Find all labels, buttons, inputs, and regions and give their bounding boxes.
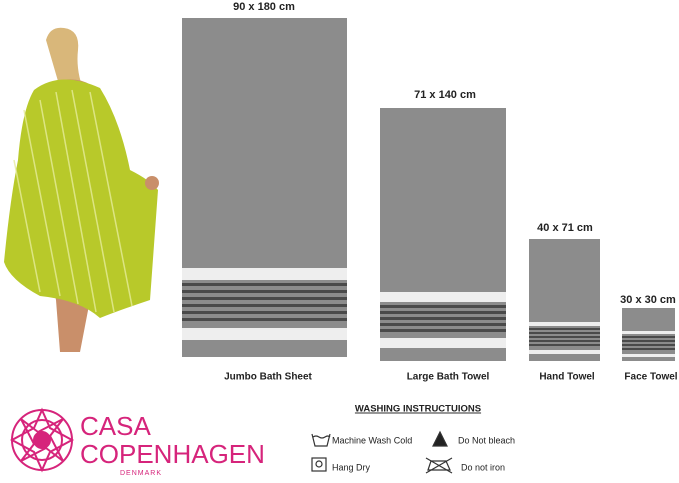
stripe	[529, 328, 600, 330]
stripe	[182, 297, 347, 300]
wash-instruction: Hang Dry	[332, 462, 371, 472]
towel-size: 90 x 180 cm	[233, 1, 295, 13]
stripe	[380, 305, 506, 308]
stripe	[529, 344, 600, 346]
washing-title: WASHING INSTRUCTUIONS	[355, 404, 481, 415]
wash-instruction: Machine Wash Cold	[332, 435, 412, 445]
stripe	[622, 344, 675, 346]
stripe	[380, 329, 506, 332]
stripe	[380, 317, 506, 320]
towel-stripes	[529, 328, 600, 346]
stripe	[622, 348, 675, 350]
stripe	[182, 318, 347, 321]
stripe	[529, 336, 600, 338]
brand-name: COPENHAGEN	[80, 439, 265, 469]
wash-instruction: Do not iron	[461, 462, 505, 472]
towel-large	[380, 108, 506, 361]
stripe	[182, 311, 347, 314]
towel-name: Jumbo Bath Sheet	[224, 372, 312, 383]
towel-stripes	[380, 305, 506, 332]
towel-name: Face Towel	[624, 372, 677, 383]
towel-jumbo	[182, 18, 347, 357]
stripe	[380, 323, 506, 326]
stripe	[182, 283, 347, 286]
stripe	[529, 340, 600, 342]
towel-name: Hand Towel	[539, 372, 595, 383]
towel-name: Large Bath Towel	[407, 372, 490, 383]
model-illustration	[4, 27, 159, 352]
stripe	[622, 336, 675, 338]
stripe	[182, 290, 347, 293]
towel-size: 71 x 140 cm	[414, 89, 476, 101]
brand-name: CASA	[80, 411, 151, 441]
stripe	[182, 304, 347, 307]
towel-face	[622, 308, 675, 361]
brand-logo	[9, 407, 75, 473]
stripe	[529, 332, 600, 334]
towel-stripes	[622, 336, 675, 350]
brand-country: DENMARK	[120, 470, 162, 477]
towel-stripes	[182, 283, 347, 321]
stripe	[380, 311, 506, 314]
towel-size: 40 x 71 cm	[537, 222, 593, 234]
towel-size: 30 x 30 cm	[620, 294, 676, 306]
towel-hand	[529, 239, 600, 361]
stripe	[622, 340, 675, 342]
wash-instruction: Do Not bleach	[458, 435, 515, 445]
wash-icons	[311, 430, 453, 474]
